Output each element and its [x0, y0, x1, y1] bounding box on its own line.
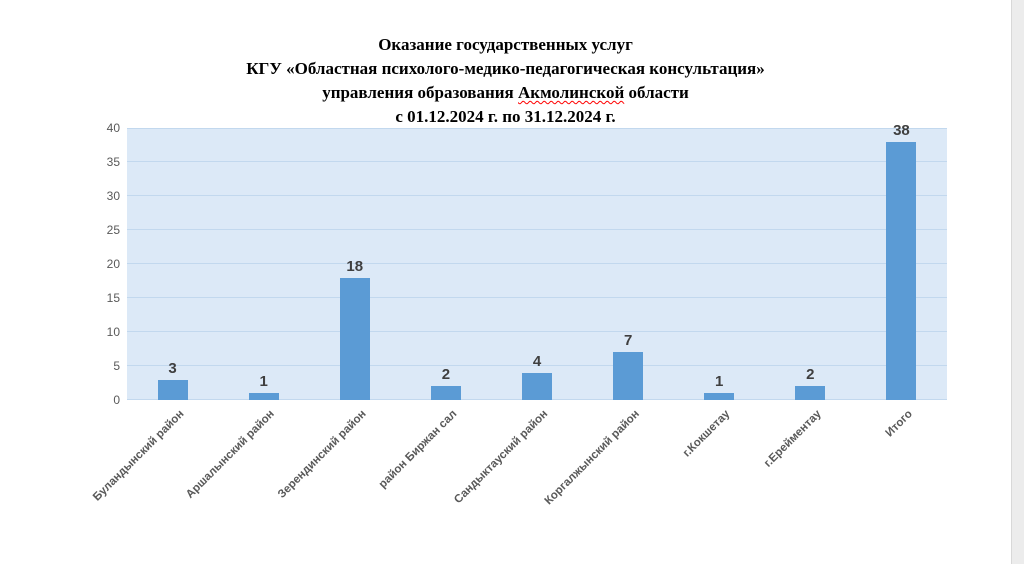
chart-title-line-2: КГУ «Областная психолого-медико-педагоги… [246, 59, 765, 78]
y-axis-tick-label: 0 [113, 393, 120, 407]
gridline [127, 263, 947, 264]
y-axis-tick-label: 15 [106, 291, 120, 305]
gridline [127, 297, 947, 298]
x-axis-label: г.Кокшетау [681, 408, 733, 460]
y-axis-tick-label: 35 [106, 155, 120, 169]
x-axis-label: Сандыктауский район [452, 408, 551, 507]
chart-title-line-1: Оказание государственных услуг [378, 35, 633, 54]
y-axis-tick-label: 25 [106, 223, 120, 237]
chart-title: Оказание государственных услуг КГУ «Облас… [0, 33, 1011, 129]
bar [704, 393, 735, 400]
bar [795, 386, 826, 400]
bar [430, 386, 461, 400]
y-axis-tick-label: 20 [106, 257, 120, 271]
y-axis-tick-label: 5 [113, 359, 120, 373]
y-axis-tick-label: 40 [106, 121, 120, 135]
x-axis-label: Итого [883, 408, 915, 440]
y-axis-tick-label: 10 [106, 325, 120, 339]
y-axis-tick-label: 30 [106, 189, 120, 203]
bar-value-label: 38 [893, 121, 910, 139]
bar-value-label: 18 [346, 257, 364, 275]
gridline [127, 229, 947, 230]
x-axis-label: район Биржан сал [376, 408, 460, 491]
bar-value-label: 7 [623, 332, 633, 350]
gridline [127, 128, 947, 129]
misspelled-word: Акмолинской [518, 83, 625, 102]
gridline [127, 365, 947, 366]
bar-value-label: 3 [168, 359, 177, 377]
gridline [127, 161, 947, 162]
bar [522, 372, 552, 400]
bar-value-label: 1 [259, 373, 268, 391]
x-axis-label: г.Ерейментау [762, 408, 824, 470]
bar [157, 379, 188, 400]
bar-value-label: 1 [715, 373, 724, 391]
bar [613, 352, 644, 400]
plot-area: 3 1 18 2 4 7 1 2 38 [127, 122, 947, 400]
bar-value-label: 2 [806, 366, 815, 384]
bar-value-label: 4 [532, 352, 542, 370]
bar [248, 393, 279, 400]
gridline [127, 331, 947, 332]
chart-title-line-3: управления образования Акмолинской облас… [322, 83, 689, 102]
bar-value-label: 2 [441, 366, 451, 384]
chart-title-line-4: с 01.12.2024 г. по 31.12.2024 г. [395, 107, 616, 126]
bar [886, 141, 917, 400]
bar [339, 277, 370, 400]
x-axis-label: Зерендинский район [275, 408, 369, 501]
vertical-scrollbar-track[interactable] [1011, 0, 1024, 564]
gridline [127, 195, 947, 196]
x-axis-label: Аршалынский район [184, 408, 278, 501]
x-axis-label: Буландынский район [90, 408, 187, 504]
x-axis-label: Коргалжынский район [542, 408, 642, 508]
